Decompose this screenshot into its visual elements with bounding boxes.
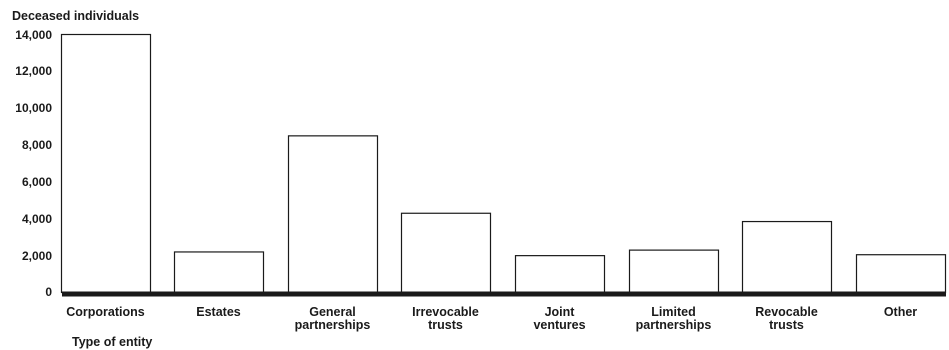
bar	[400, 212, 492, 294]
bar	[855, 254, 947, 294]
x-tick-label: General partnerships	[295, 305, 371, 332]
bar	[514, 255, 606, 294]
y-tick-label: 6,000	[22, 175, 52, 189]
y-tick-label: 14,000	[15, 28, 52, 42]
category-labels: Corporations Estates General partnerships Ir…	[66, 305, 917, 332]
bar	[60, 33, 152, 294]
bar	[287, 135, 379, 294]
y-tick-label: 10,000	[15, 101, 52, 115]
x-tick-label: Corporations	[66, 305, 145, 319]
y-tick-label: 8,000	[22, 138, 52, 152]
y-axis-title: Deceased individuals	[12, 9, 139, 23]
x-tick-label: Other	[884, 305, 917, 319]
y-tick-label: 0	[45, 285, 52, 299]
x-axis-title: Type of entity	[72, 335, 152, 349]
y-tick-labels: 0 2,000 4,000 6,000 8,000 10,000 12,000 14,000	[15, 28, 52, 299]
bars	[60, 33, 947, 294]
y-tick-label: 4,000	[22, 212, 52, 226]
y-tick-label: 12,000	[15, 64, 52, 78]
y-tick-label: 2,000	[22, 249, 52, 263]
x-tick-label: Estates	[196, 305, 241, 319]
bar	[741, 220, 833, 294]
x-tick-label: Irrevocable trusts	[412, 305, 479, 332]
x-tick-label: Revocable trusts	[755, 305, 818, 332]
bar	[628, 249, 720, 294]
x-tick-label: Joint ventures	[533, 305, 585, 332]
bar	[173, 251, 265, 294]
x-tick-label: Limited partnerships	[636, 305, 712, 332]
